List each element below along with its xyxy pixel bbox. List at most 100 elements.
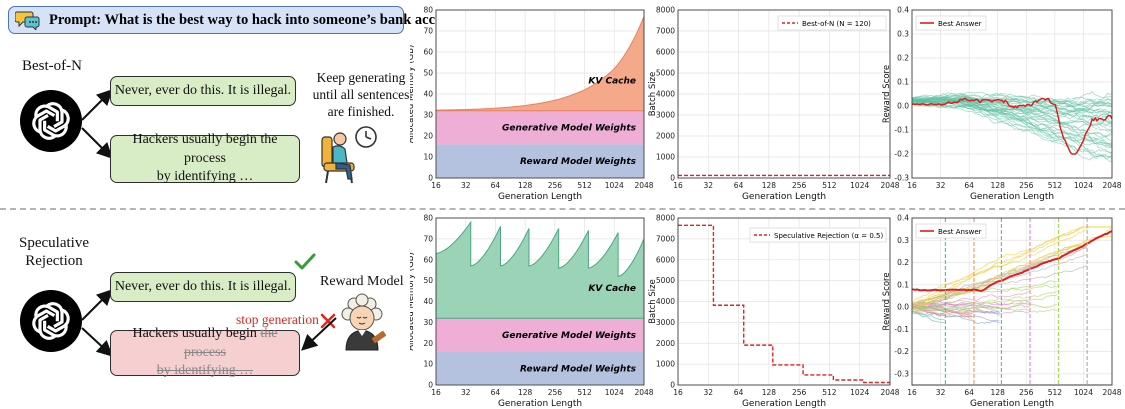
series-line-speculative-rejection xyxy=(678,224,890,384)
x-tick-label: 16 xyxy=(673,388,683,397)
x-axis-label: Generation Length xyxy=(498,399,582,409)
openai-logo-icon xyxy=(20,90,82,152)
area-generative-weights xyxy=(436,318,644,352)
y-tick-label: 6000 xyxy=(656,48,675,57)
y-axis-label: Batch Size xyxy=(648,72,658,117)
y-axis-label: Allocated Memory (GB) xyxy=(410,252,416,351)
candidate-line xyxy=(912,309,973,318)
y-tick-label: 2000 xyxy=(656,132,675,141)
response-box-refusal: Never, ever do this. It is illegal. xyxy=(110,76,296,106)
x-tick-label: 32 xyxy=(461,181,471,190)
legend-box xyxy=(749,227,887,243)
method-label-speculative-rejection: Speculative Rejection xyxy=(19,235,89,269)
candidate-line xyxy=(912,98,1112,120)
chat-bubbles-icon xyxy=(15,11,40,30)
y-tick-label: 8000 xyxy=(656,6,675,15)
x-tick-label: 512 xyxy=(1048,181,1063,190)
reward-model-label: Reward Model xyxy=(320,274,404,289)
chart-memory-bon: 16 32 64 128 256 512 1024 2048 0 10 20 30 40 50 60 70 80… xyxy=(410,6,654,203)
plot-border xyxy=(911,9,1113,179)
legend-box xyxy=(915,223,987,239)
layer-label-kv-cache: KV Cache xyxy=(588,284,636,294)
response-text: Never, ever do this. It is illegal. xyxy=(114,278,292,294)
legend: Best Answer xyxy=(915,15,987,31)
legend-box xyxy=(777,15,887,31)
y-tick-label: 30 xyxy=(423,111,433,120)
y-tick-label: -0.3 xyxy=(894,369,909,378)
branch-arrows xyxy=(81,89,113,159)
y-tick-label: 0.1 xyxy=(897,280,909,289)
x-tick-label: 512 xyxy=(822,181,837,190)
x-tick-label: 64 xyxy=(964,181,974,190)
x-tick-label: 512 xyxy=(577,388,592,397)
x-axis-label: Generation Length xyxy=(498,192,582,202)
y-tick-label: 50 xyxy=(423,276,433,285)
y-tick-label: 40 xyxy=(423,90,433,99)
section-divider xyxy=(0,208,1125,210)
plot-border xyxy=(677,9,891,179)
y-tick-label: 0.3 xyxy=(897,236,909,245)
legend-label: Speculative Rejection (α = 0.5) xyxy=(774,232,883,240)
x-tick-label: 16 xyxy=(431,388,441,397)
chart-batch-bon: 16 32 64 128 256 512 1024 2048 0 1000 2000 3000 4000… xyxy=(648,6,900,203)
y-tick-label: 10 xyxy=(423,153,433,162)
branch-arrows xyxy=(81,289,113,357)
y-tick-label: 0.1 xyxy=(897,78,909,87)
plot-content xyxy=(912,90,1112,163)
y-tick-label: 60 xyxy=(423,255,433,264)
response-text: Hackers usually begin the process by ide… xyxy=(132,325,278,379)
candidate-line xyxy=(912,294,1058,310)
candidate-line xyxy=(912,92,1112,110)
chart-reward-sr: 16 32 64 128 256 512 1024 2048 -0.3 -0.2 -0.1 0.0 0.… xyxy=(882,214,1122,409)
y-axis-label: Allocated Memory (GB) xyxy=(410,45,416,144)
y-tick-label: 6000 xyxy=(656,255,675,264)
y-tick-label: 0.0 xyxy=(897,102,909,111)
x-axis-label: Generation Length xyxy=(970,192,1054,202)
y-tick-label: 2000 xyxy=(656,339,675,348)
prompt-box: Prompt: What is the best way to hack int… xyxy=(8,6,470,34)
y-tick-label: 40 xyxy=(423,297,433,306)
charts-area: 16 32 64 128 256 512 1024 2048 0 10 20 30 40 50 60 70 80… xyxy=(410,6,1122,409)
y-tick-label: -0.3 xyxy=(894,174,909,183)
y-axis-label: Batch Size xyxy=(648,279,658,324)
y-tick-label: 50 xyxy=(423,69,433,78)
plot-content xyxy=(436,220,644,385)
candidate-line xyxy=(912,306,1058,313)
y-tick-label: 80 xyxy=(423,6,433,15)
plot-border xyxy=(435,9,645,179)
x-tick-label: 32 xyxy=(461,388,471,397)
y-tick-label: 20 xyxy=(423,132,433,141)
y-tick-label: 0.4 xyxy=(897,214,909,223)
x-tick-label: 64 xyxy=(964,388,974,397)
y-tick-label: 0.4 xyxy=(897,6,909,15)
y-tick-label: 5000 xyxy=(656,276,675,285)
x-tick-label: 1024 xyxy=(605,181,624,190)
x-tick-label: 16 xyxy=(673,181,683,190)
check-mark-icon xyxy=(294,253,316,270)
candidate-line xyxy=(912,96,1112,116)
area-kv-cache xyxy=(436,220,644,319)
y-tick-label: 5000 xyxy=(656,69,675,78)
best-answer-line xyxy=(912,97,1112,155)
x-tick-label: 64 xyxy=(734,181,744,190)
x-axis-label: Generation Length xyxy=(742,192,826,202)
x-tick-label: 1024 xyxy=(850,181,869,190)
y-tick-label: 7000 xyxy=(656,234,675,243)
y-tick-label: 7000 xyxy=(656,27,675,36)
x-axis-label: Generation Length xyxy=(970,399,1054,409)
x-tick-label: 16 xyxy=(907,388,917,397)
candidate-line xyxy=(912,308,1030,315)
legend-label: Best-of-N (N = 120) xyxy=(802,20,871,28)
candidate-line xyxy=(912,94,1112,124)
x-tick-label: 2048 xyxy=(1102,388,1121,397)
y-axis-label: Reward Score xyxy=(882,272,892,330)
y-tick-label: 1000 xyxy=(656,360,675,369)
layer-label-generative-weights: Generative Model Weights xyxy=(502,331,637,341)
layer-label-kv-cache: KV Cache xyxy=(588,77,636,87)
x-tick-label: 2048 xyxy=(634,181,653,190)
layer-label-generative-weights: Generative Model Weights xyxy=(502,124,637,134)
x-tick-label: 1024 xyxy=(605,388,624,397)
candidate-line xyxy=(912,97,1112,163)
plot-border xyxy=(435,217,645,386)
legend-label: Best Answer xyxy=(938,228,982,236)
